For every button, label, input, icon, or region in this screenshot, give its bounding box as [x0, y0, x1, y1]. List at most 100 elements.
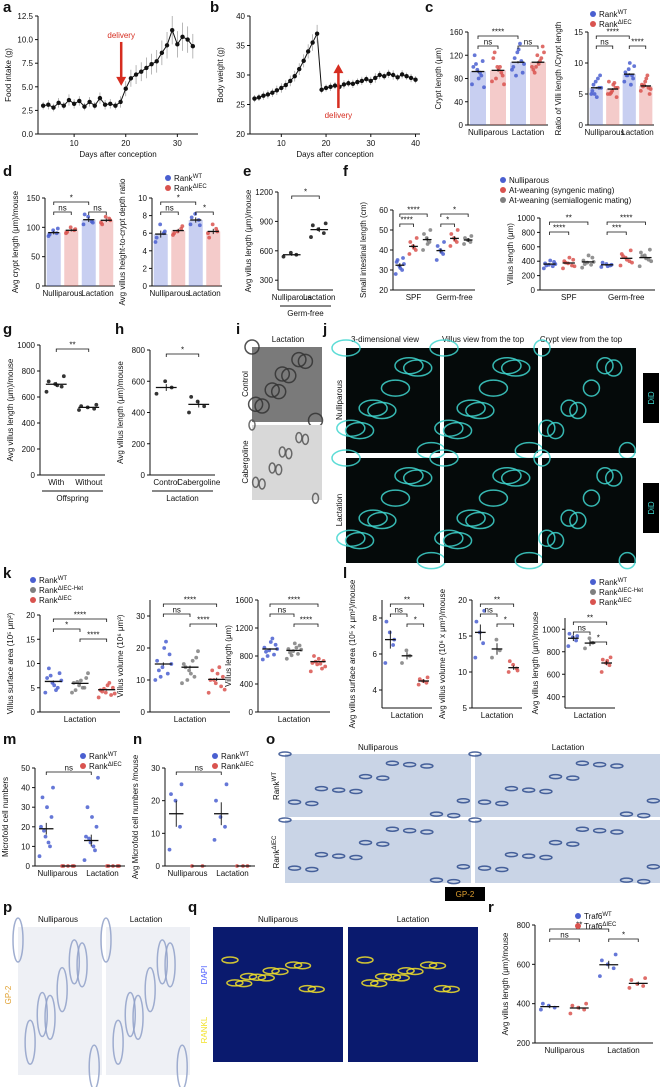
data-point [609, 90, 613, 95]
y-axis-label: Avg villus length (μm)/mouse [6, 358, 15, 461]
y-tick-label: 10 [458, 668, 467, 677]
image-detail [433, 984, 452, 993]
data-point [109, 693, 114, 697]
significance-label: * [622, 931, 625, 940]
image-detail [533, 339, 551, 357]
significance-label: ns [58, 204, 66, 213]
data-point [214, 798, 218, 803]
data-point [189, 394, 194, 399]
image-detail [305, 800, 319, 807]
legend-label: RankΔIEC-Het [39, 586, 83, 595]
significance-bracket [389, 603, 425, 607]
image-detail [376, 841, 390, 847]
image-detail [295, 431, 303, 444]
panel-letter: k [3, 565, 12, 582]
data-point [355, 79, 360, 85]
data-point [158, 674, 163, 679]
panel-letter: b [210, 0, 219, 16]
data-point [296, 652, 300, 656]
panel-letter: g [3, 321, 12, 338]
data-point [179, 782, 184, 787]
data-point [100, 222, 105, 227]
y-tick-label: 0 [36, 282, 41, 291]
data-point [566, 644, 571, 649]
significance-label: *** [612, 224, 621, 233]
data-point [530, 64, 534, 69]
data-point [103, 214, 108, 219]
significance-bracket [160, 201, 197, 205]
significance-bracket [162, 613, 191, 617]
data-point [373, 75, 378, 81]
image-detail [291, 351, 307, 368]
data-point [51, 228, 56, 233]
data-point [398, 266, 403, 270]
data-point [359, 78, 365, 84]
group-label: Offspring [56, 494, 88, 503]
image-detail [234, 979, 253, 988]
data-point [592, 92, 597, 96]
image-detail [331, 449, 361, 467]
image-detail [569, 511, 587, 530]
data-point [416, 682, 421, 687]
image-detail [548, 839, 563, 846]
image-detail [380, 379, 411, 397]
significance-label: * [70, 194, 73, 203]
legend-marker [80, 763, 86, 769]
category-label: Nulliparous [584, 128, 624, 137]
data-point [404, 648, 409, 653]
stain-box [445, 887, 485, 901]
chart: 0 2 4 6 8 10 Avg villus height-to-crypt depth … [118, 174, 222, 306]
bar [589, 87, 603, 125]
x-axis-label: Days after conception [79, 150, 156, 159]
legend-label: RankWT [599, 10, 627, 19]
data-point [187, 410, 191, 415]
y-tick-label: 1200 [255, 188, 273, 197]
y-tick-label: 800 [132, 346, 146, 355]
significance-bracket [269, 603, 319, 607]
data-point [206, 690, 211, 695]
y-tick-label: 400 [522, 257, 536, 266]
image-detail [314, 851, 329, 858]
data-point [474, 619, 479, 624]
significance-label: ** [69, 341, 75, 350]
y-tick-label: 0 [459, 121, 464, 130]
data-point [469, 234, 474, 238]
y-tick-label: 30 [136, 612, 145, 621]
category-label: Lactation [607, 1046, 639, 1055]
data-point [202, 404, 207, 409]
data-point [572, 264, 577, 269]
data-point [265, 654, 270, 658]
data-point [586, 253, 591, 258]
chart: 0 50 100 150 Avg crypt length (μm)/mouse Null… [11, 190, 115, 298]
data-point [607, 663, 612, 668]
data-point [108, 101, 113, 106]
image-detail [307, 985, 325, 994]
y-tick-label: 50 [379, 226, 388, 235]
y-tick-label: 15 [26, 635, 35, 644]
data-point [217, 665, 222, 670]
image-detail [383, 973, 402, 981]
legend-label-main: At-weaning (semiallogenic mating) [509, 196, 632, 205]
image-detail [100, 917, 112, 963]
image-detail [402, 827, 417, 834]
legend-label-sup: WT [108, 752, 118, 758]
image-detail [566, 775, 580, 781]
panel-letter: r [488, 899, 494, 916]
data-point [87, 99, 92, 105]
significance-bracket [572, 631, 591, 635]
data-point [162, 229, 167, 234]
data-point [622, 79, 627, 84]
data-point [139, 69, 144, 74]
legend-label: RankΔIEC [221, 762, 254, 771]
data-point [297, 66, 302, 72]
bar [153, 234, 168, 286]
data-point [167, 652, 172, 657]
data-point [481, 641, 486, 646]
image-detail [314, 785, 329, 792]
x-axis-label: Days after conception [296, 150, 373, 159]
y-tick-label: 150 [27, 194, 41, 203]
image-detail [610, 763, 624, 769]
significance-bracket [628, 45, 647, 49]
